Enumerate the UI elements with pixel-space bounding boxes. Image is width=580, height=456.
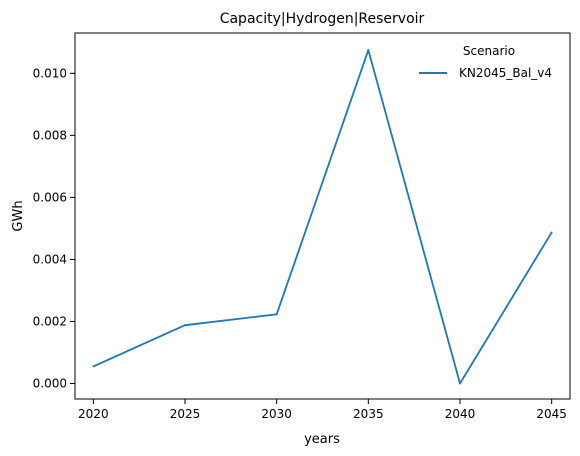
data-point — [367, 49, 370, 51]
x-tick-label: 2020 — [78, 407, 109, 421]
y-tick-label: 0.004 — [33, 252, 67, 266]
y-axis: 0.000 0.002 0.004 0.006 0.008 0.010 — [33, 66, 75, 390]
series-layer — [92, 49, 553, 385]
data-point — [550, 231, 553, 234]
data-point — [184, 324, 186, 327]
x-axis: 2020 2025 2030 2035 2040 2045 — [78, 399, 567, 421]
x-tick-label: 2030 — [261, 407, 292, 421]
y-tick-label: 0.006 — [33, 190, 67, 204]
x-tick-label: 2045 — [536, 407, 567, 421]
legend: Scenario KN2045_Bal_v4 — [419, 44, 552, 80]
data-point — [459, 382, 461, 385]
y-axis-label: GWh — [11, 200, 26, 231]
x-tick-label: 2035 — [353, 407, 384, 421]
y-tick-label: 0.010 — [33, 66, 67, 80]
plot-area — [74, 32, 571, 400]
x-axis-label: years — [304, 432, 340, 447]
series-line-0 — [92, 49, 553, 385]
legend-entry-label: KN2045_Bal_v4 — [459, 66, 552, 80]
chart-title: Capacity|Hydrogen|Reservoir — [220, 11, 425, 27]
y-tick-label: 0.008 — [33, 128, 67, 142]
y-tick-label: 0.000 — [33, 376, 67, 390]
x-tick-label: 2025 — [170, 407, 201, 421]
legend-title: Scenario — [463, 44, 515, 58]
data-point — [275, 313, 278, 316]
x-tick-label: 2040 — [445, 407, 476, 421]
data-point — [92, 365, 95, 368]
y-tick-label: 0.002 — [33, 314, 67, 328]
